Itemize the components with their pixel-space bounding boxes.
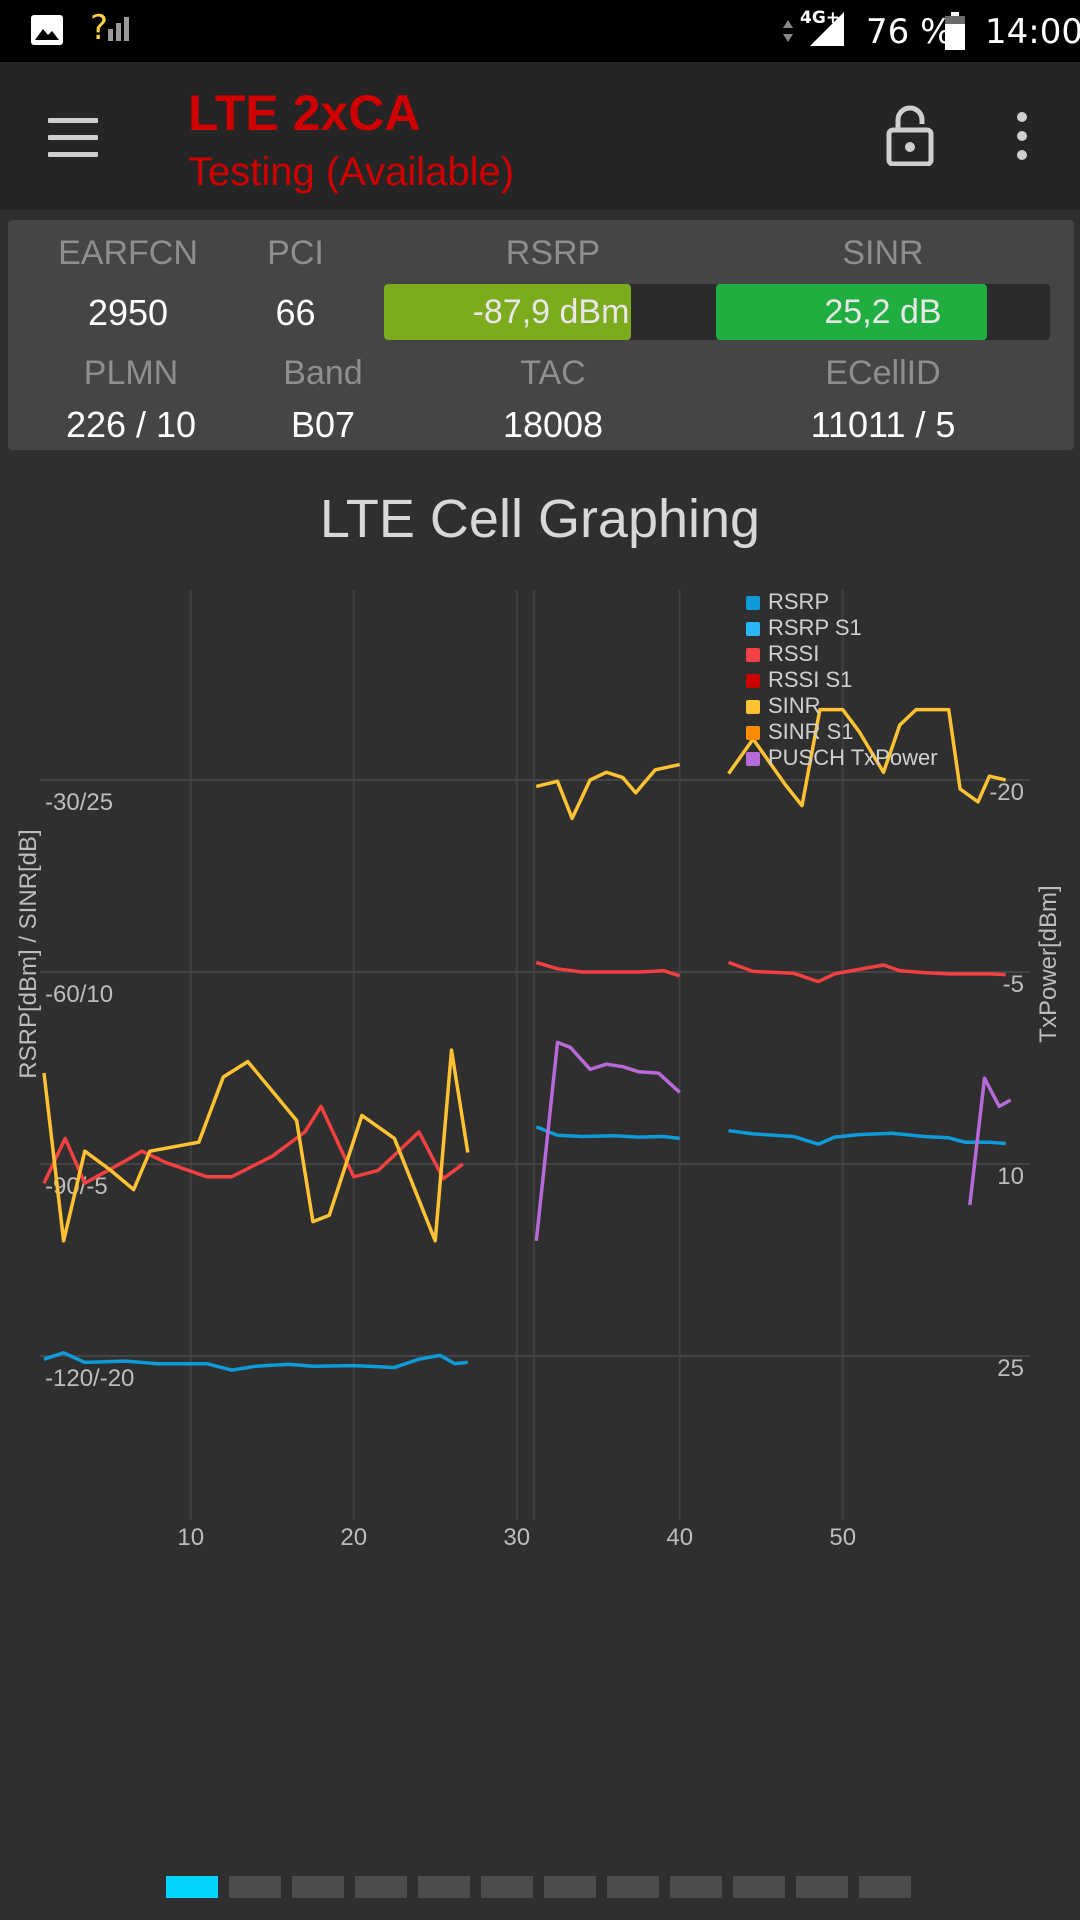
battery-icon (945, 12, 965, 50)
cell-signal-icon (810, 12, 844, 46)
legend-label: RSRP (768, 589, 829, 614)
page-dot[interactable] (544, 1876, 596, 1898)
y2-tick-label: -5 (1003, 971, 1024, 998)
series-line-rsrp (728, 1128, 1006, 1146)
legend-label: SINR S1 (768, 719, 854, 744)
legend-swatch (746, 596, 760, 610)
data-activity-icon (783, 20, 793, 42)
hamburger-menu-icon[interactable] (48, 118, 98, 157)
earfcn-value: 2950 (87, 292, 169, 333)
y2-tick-label: -20 (989, 779, 1024, 806)
y-tick-label: -60/10 (45, 981, 113, 1008)
sinr-label: SINR (842, 234, 924, 272)
sinr-bar: 25,2 dB (716, 284, 1050, 340)
sinr-value: 25,2 dB (824, 293, 942, 331)
series-line-sinr (727, 707, 1007, 808)
page-dot[interactable] (859, 1876, 911, 1898)
series-line-rssi (727, 960, 1006, 984)
legend-label: RSRP S1 (768, 615, 862, 640)
series-line-sinr (42, 1048, 470, 1243)
y-axis-title: RSRP[dBm] / SINR[dB] (15, 829, 42, 1078)
y-tick-label: -120/-20 (45, 1365, 134, 1392)
page-dot[interactable] (670, 1876, 722, 1898)
gallery-notification-icon (31, 15, 63, 45)
series-line-sinr (535, 762, 681, 821)
series-line-rssi (42, 1104, 464, 1185)
rsrp-bar-fill (384, 284, 632, 340)
y2-tick-label: 10 (997, 1163, 1024, 1190)
app-subtitle: Testing (Available) (188, 150, 515, 194)
earfcn-label: EARFCN (58, 234, 198, 272)
page-dot[interactable] (796, 1876, 848, 1898)
x-tick-label: 40 (666, 1524, 693, 1551)
page-dot[interactable] (481, 1876, 533, 1898)
page-dot[interactable] (733, 1876, 785, 1898)
y2-tick-label: 25 (997, 1355, 1024, 1382)
tac-label: TAC (520, 354, 586, 392)
graph-title: LTE Cell Graphing (319, 489, 761, 549)
lock-icon[interactable] (886, 104, 934, 166)
app-toolbar: LTE 2xCA Testing (Available) (0, 62, 1080, 210)
page-dot[interactable] (166, 1876, 218, 1898)
x-tick-label: 50 (829, 1524, 856, 1551)
series-line-rsrp (43, 1351, 468, 1372)
plmn-label: PLMN (83, 354, 179, 392)
status-bar: ? 4G+ 76 % 14:00 (0, 0, 1080, 62)
rsrp-label: RSRP (505, 234, 601, 272)
x-tick-label: 30 (503, 1524, 530, 1551)
legend-label: RSSI (768, 641, 819, 666)
pci-label: PCI (267, 234, 324, 272)
legend-swatch (746, 648, 760, 662)
legend-swatch (746, 622, 760, 636)
series-line-pusch-txpower (534, 1040, 681, 1241)
unknown-signal-icon: ? (90, 8, 132, 48)
legend-swatch (746, 674, 760, 688)
page-dot[interactable] (607, 1876, 659, 1898)
page-dot[interactable] (229, 1876, 281, 1898)
page-dot[interactable] (418, 1876, 470, 1898)
y-tick-label: -30/25 (45, 789, 113, 816)
network-type-label: 4G+ (800, 8, 841, 28)
y2-axis-title: TxPower[dBm] (1035, 885, 1062, 1042)
series-line-rsrp (535, 1125, 680, 1141)
page-dot[interactable] (292, 1876, 344, 1898)
sinr-bar-fill (716, 284, 987, 340)
more-options-icon[interactable] (1012, 112, 1032, 162)
band-label: Band (283, 354, 363, 392)
legend-label: RSSI S1 (768, 667, 852, 692)
page-dot[interactable] (355, 1876, 407, 1898)
x-tick-label: 20 (340, 1524, 367, 1551)
pci-value: 66 (275, 292, 316, 333)
legend-swatch (746, 700, 760, 714)
legend-label: PUSCH TxPower (768, 745, 938, 770)
series-line-pusch-txpower (968, 1076, 1012, 1206)
legend-swatch (746, 726, 760, 740)
plmn-value: 226 / 10 (65, 404, 197, 445)
tac-value: 18008 (502, 404, 604, 445)
lte-cell-chart[interactable]: 10 20 30 40 50-30/25-60/10-90/-5-120/-20-20-… (0, 580, 1080, 1560)
ecellid-label: ECellID (825, 354, 941, 392)
rsrp-bar: -87,9 dBm (384, 284, 718, 340)
legend-label: SINR (768, 693, 821, 718)
battery-percent: 76 % (866, 12, 953, 52)
x-tick-label: 10 (177, 1524, 204, 1551)
band-value: B07 (290, 404, 356, 445)
rsrp-value: -87,9 dBm (472, 293, 630, 331)
legend-swatch (746, 752, 760, 766)
cell-info-panel: EARFCN PCI RSRP SINR 2950 66 -87,9 dBm 2… (8, 220, 1074, 450)
clock: 14:00 (985, 12, 1080, 52)
app-title: LTE 2xCA (188, 85, 421, 141)
ecellid-value: 11011 / 5 (810, 404, 956, 445)
series-line-rssi (535, 960, 681, 978)
